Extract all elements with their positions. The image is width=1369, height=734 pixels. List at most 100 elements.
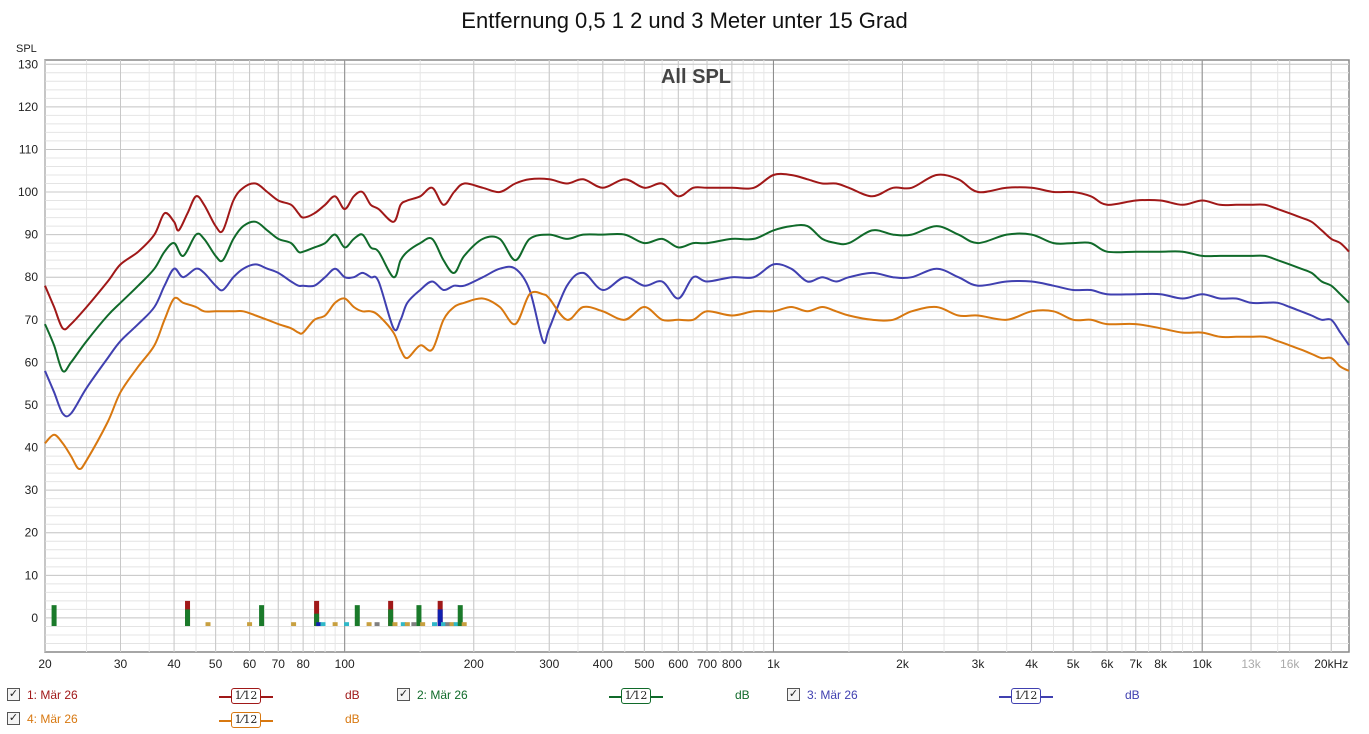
marker-bar [51,605,57,627]
legend-checkbox[interactable]: ✓ [397,688,410,701]
x-tick-label: 8k [1154,657,1168,671]
marker-bar [344,622,350,627]
marker-bar [316,622,322,627]
chart-title: Entfernung 0,5 1 2 und 3 Meter unter 15 … [461,8,908,33]
marker-bar [314,600,320,627]
x-tick-label: 700 [697,657,717,671]
smoothing-label: 1⁄12 [231,712,261,728]
y-tick-label: 130 [18,57,38,71]
plot-background [44,59,1350,653]
y-tick-label: 90 [25,228,39,242]
x-tick-label: 5k [1067,657,1081,671]
y-tick-label: 0 [31,611,38,625]
y-tick-label: 40 [25,441,39,455]
marker-bar [388,609,394,627]
x-tick-label: 13k [1241,657,1261,671]
x-tick-label: 16k [1280,657,1300,671]
marker-bar [420,622,426,627]
marker-bar [392,622,398,627]
marker-bar [332,622,338,627]
y-tick-label: 60 [25,355,39,369]
marker-bar [404,622,410,627]
marker-bar [205,622,211,627]
x-tick-label: 80 [296,657,310,671]
marker-bars [51,600,467,627]
y-tick-label: 10 [25,568,39,582]
y-tick-label: 30 [25,483,39,497]
legend-unit: dB [1125,688,1140,702]
y-axis-label: SPL [16,43,37,55]
y-tick-label: 20 [25,526,39,540]
y-tick-label: 120 [18,100,38,114]
marker-bar [437,609,443,627]
legend-label: 1: Mär 26 [27,688,78,702]
x-tick-label: 60 [243,657,257,671]
smoothing-button[interactable]: 1⁄12 [999,688,1053,704]
smoothing-label: 1⁄12 [621,688,651,704]
x-tick-label: 100 [335,657,355,671]
marker-bar [411,622,417,627]
y-tick-label: 80 [25,270,39,284]
x-tick-label: 2k [896,657,910,671]
x-tick-labels: 20 30 40 50 60 70 80 100 200 300 400 500 600 700 800 1k… [38,657,1348,671]
marker-bar [416,605,422,627]
smoothing-label: 1⁄12 [231,688,261,704]
x-tick-label: 600 [668,657,688,671]
x-tick-label: 6k [1101,657,1115,671]
y-tick-label: 50 [25,398,39,412]
legend-checkbox[interactable]: ✓ [787,688,800,701]
marker-bar [432,622,438,627]
marker-bar [320,622,326,627]
x-tick-label: 30 [114,657,128,671]
marker-bar [366,622,372,627]
smoothing-button[interactable]: 1⁄12 [609,688,663,704]
marker-bar [400,622,406,627]
x-tick-label: 200 [464,657,484,671]
legend-unit: dB [735,688,750,702]
x-tick-label: 400 [593,657,613,671]
marker-bar [445,622,451,627]
smoothing-button[interactable]: 1⁄12 [219,688,273,704]
marker-bar [457,605,463,627]
x-tick-label: 3k [972,657,986,671]
x-tick-label: 70 [272,657,286,671]
series-lines [44,172,1350,471]
legend-unit: dB [345,712,360,726]
x-tick-label: 4k [1025,657,1039,671]
x-tick-label: 800 [722,657,742,671]
x-tick-label: 1k [767,657,781,671]
marker-bar [449,622,455,627]
smoothing-button[interactable]: 1⁄12 [219,712,273,728]
legend-label: 3: Mär 26 [807,688,858,702]
y-tick-label: 70 [25,313,39,327]
marker-bar [440,622,446,627]
overlay-label: All SPL [661,66,731,88]
legend-checkbox[interactable]: ✓ [7,712,20,725]
marker-bar [291,622,297,627]
x-tick-label: 50 [209,657,223,671]
legend-label: 4: Mär 26 [27,712,78,726]
marker-bar [247,622,253,627]
frequency-response-chart: All SPL 1301201101009080706050403020100 … [16,43,1350,671]
legend-checkbox[interactable]: ✓ [7,688,20,701]
y-tick-label: 110 [19,142,38,156]
series-line [44,220,1350,373]
x-tick-label: 20kHz [1314,657,1348,671]
series-line [44,172,1350,331]
series-line [44,263,1350,418]
marker-bar [453,622,459,627]
smoothing-label: 1⁄12 [1011,688,1041,704]
series-line [44,290,1350,471]
x-tick-label: 40 [167,657,181,671]
x-tick-label: 20 [38,657,52,671]
marker-bar [185,609,191,627]
marker-bar [259,605,265,627]
marker-bar [354,605,360,627]
marker-bar [374,622,380,627]
marker-bar [314,613,320,627]
x-tick-label: 500 [634,657,654,671]
y-tick-label: 100 [18,185,38,199]
legend-unit: dB [345,688,360,702]
x-tick-label: 7k [1129,657,1143,671]
